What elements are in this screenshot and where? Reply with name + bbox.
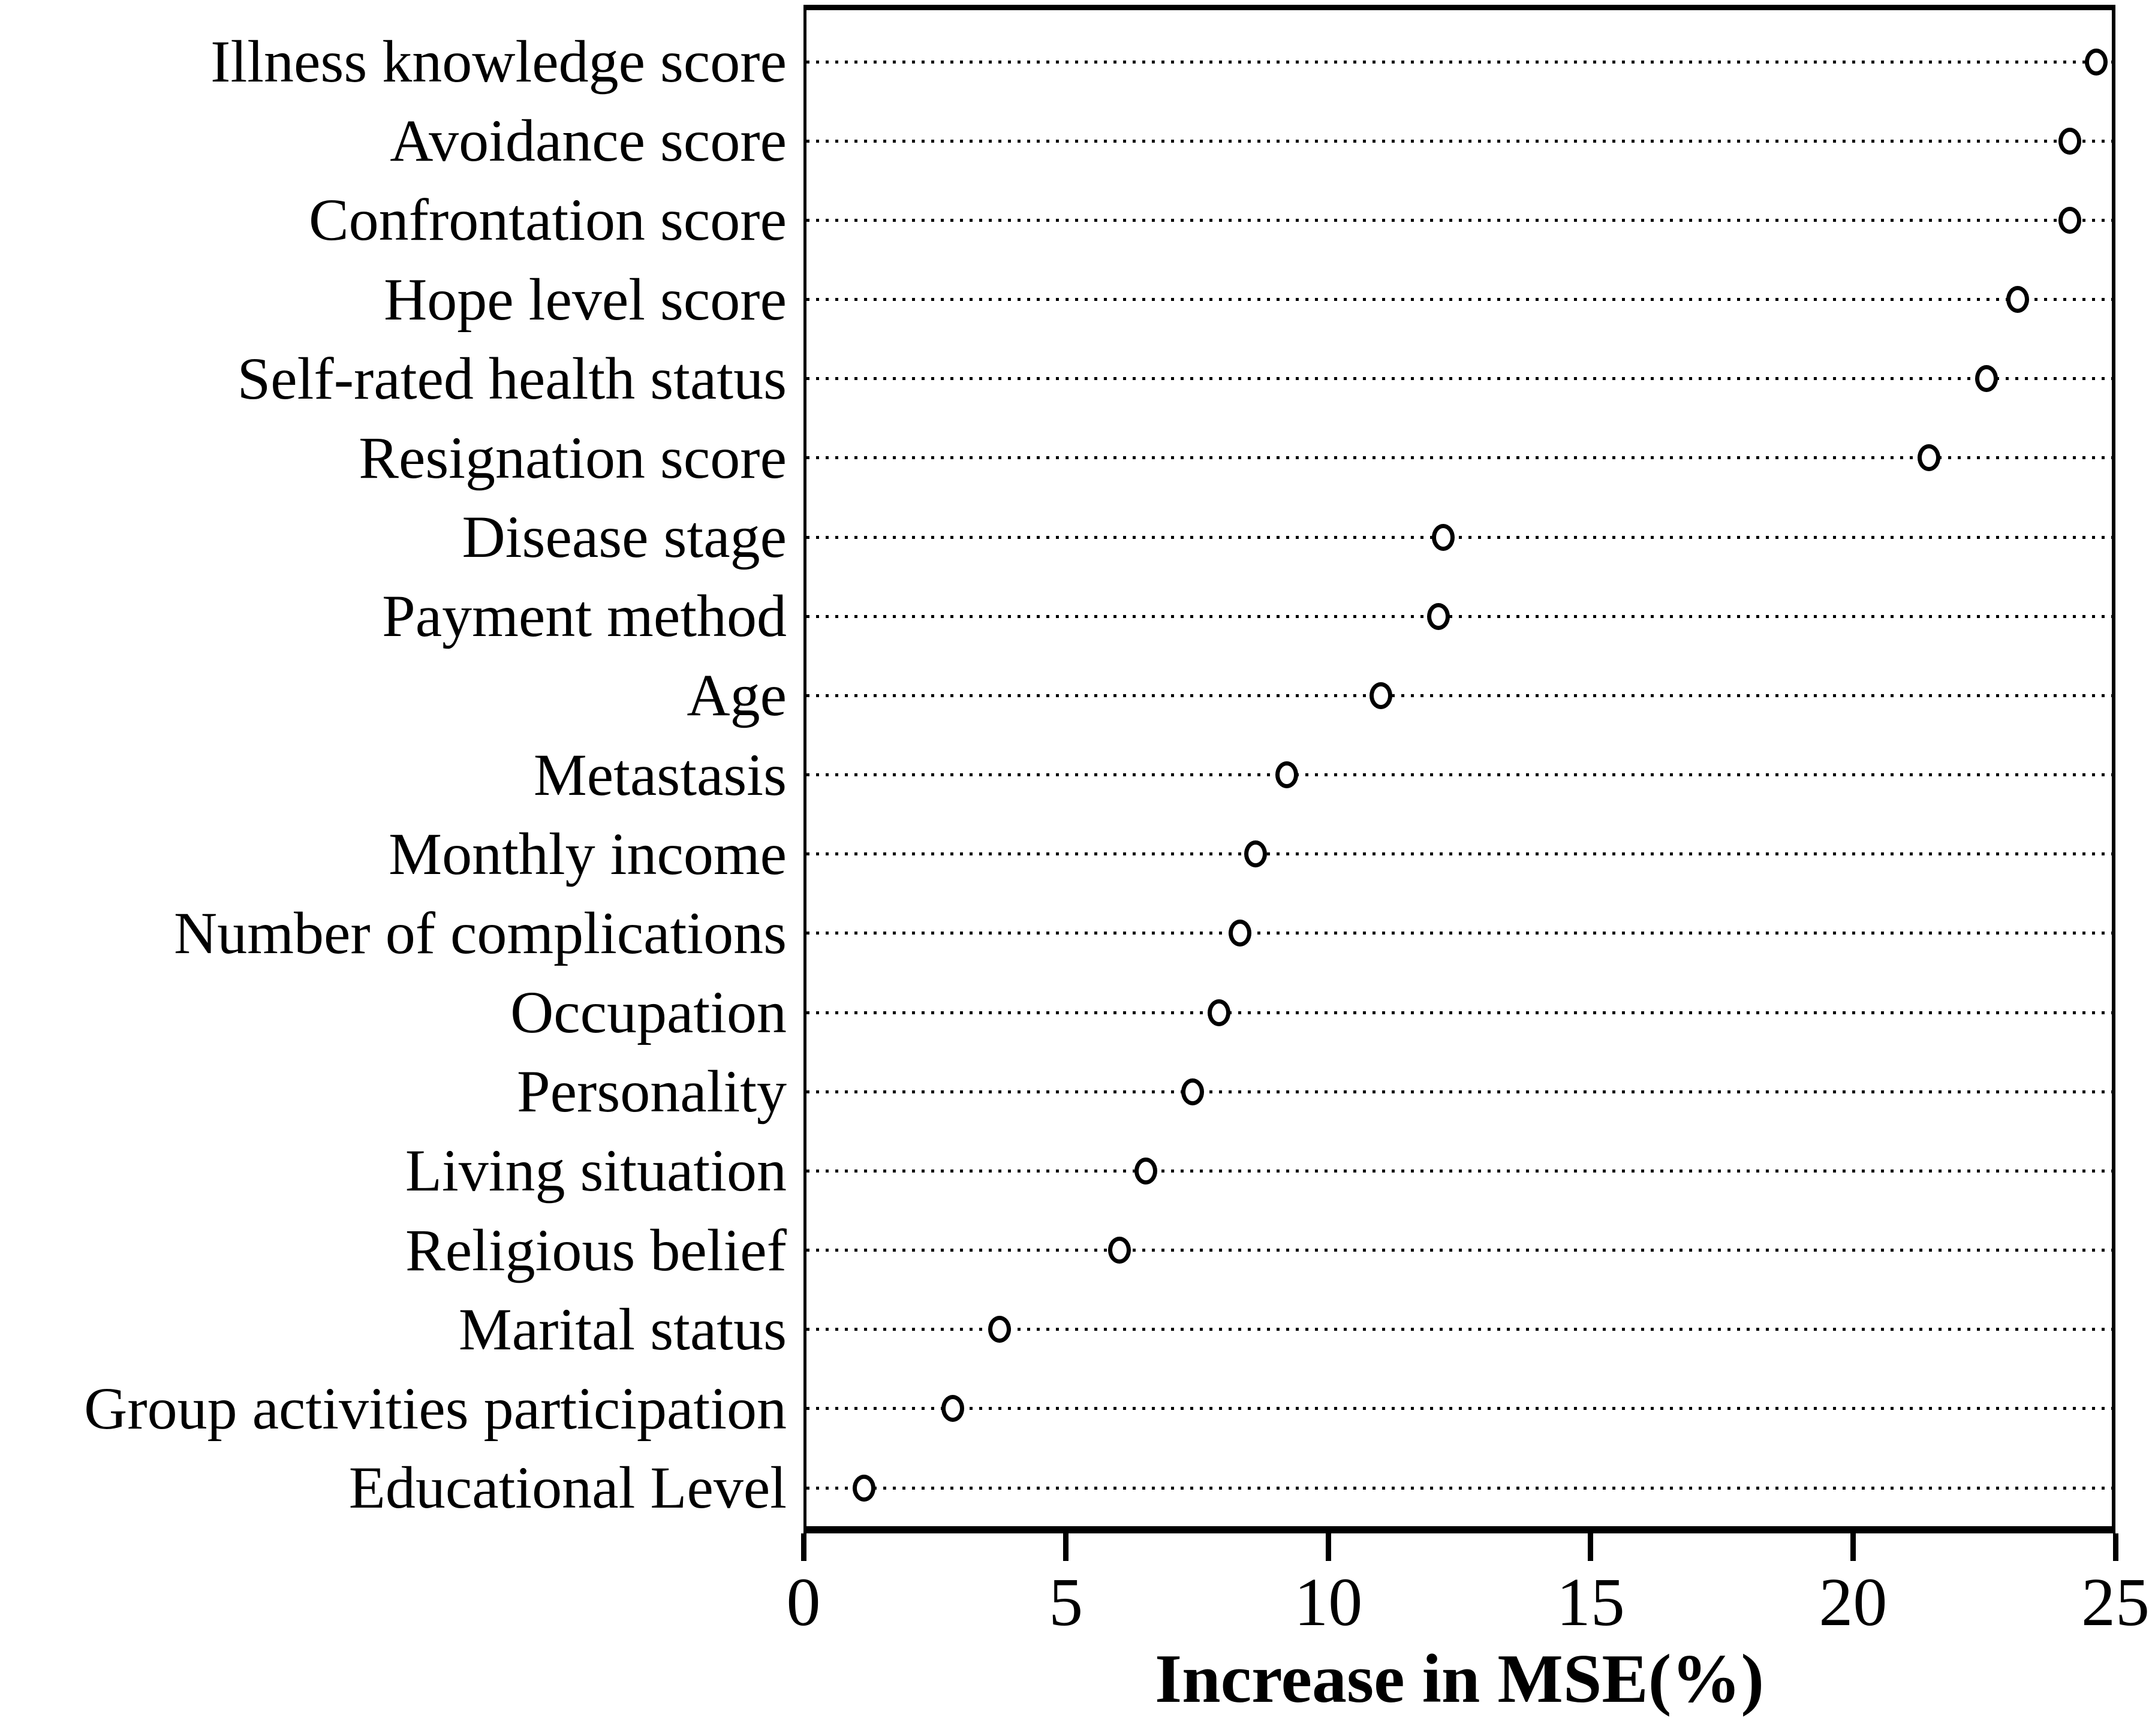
category-label: Number of complications [174,899,787,966]
category-label: Living situation [405,1137,787,1204]
grid-row-dotted-line [806,1249,2112,1252]
grid-row-dotted-line [806,1407,2112,1410]
grid-row-dotted-line [806,298,2112,301]
category-label: Educational Level [348,1454,787,1521]
grid-row-dotted-line [806,773,2112,777]
data-point-marker [1228,920,1251,947]
category-label: Group activities participation [84,1375,787,1442]
x-axis-tick-label: 5 [1049,1564,1083,1640]
x-axis-tick [1850,1533,1856,1561]
category-label: Age [687,662,787,729]
grid-row-dotted-line [806,139,2112,143]
x-axis-tick-label: 20 [1819,1564,1888,1640]
grid-row-dotted-line [806,377,2112,381]
x-axis-tick [800,1533,806,1561]
x-axis-tick [1588,1533,1594,1561]
data-point-marker [1918,444,1941,472]
category-label: Marital status [458,1295,787,1363]
category-label: Religious belief [405,1216,787,1283]
x-axis-tick-label: 25 [2081,1564,2149,1640]
x-axis-tick [1063,1533,1069,1561]
data-point-marker [1275,761,1299,789]
grid-row-dotted-line [806,1486,2112,1490]
data-point-marker [1975,365,1998,393]
data-point-marker [2058,127,2082,155]
category-label: Confrontation score [308,186,787,254]
grid-row-dotted-line [806,852,2112,856]
x-axis-tick [1325,1533,1331,1561]
data-point-marker [988,1316,1012,1343]
category-label: Metastasis [533,741,787,808]
category-label: Resignation score [359,424,787,491]
grid-row-dotted-line [806,218,2112,222]
category-label: Occupation [510,979,787,1046]
grid-row-dotted-line [806,60,2112,64]
category-label: Hope level score [384,266,787,333]
x-axis-tick-label: 10 [1294,1564,1363,1640]
category-label: Disease stage [462,504,787,571]
category-label: Illness knowledge score [210,28,787,95]
grid-row-dotted-line [806,1090,2112,1093]
x-axis-title: Increase in MSE(%) [1154,1641,1765,1717]
category-label: Payment method [382,583,787,650]
grid-row-dotted-line [806,1328,2112,1331]
data-point-marker [1134,1157,1158,1185]
data-point-marker [1432,523,1455,551]
grid-row-dotted-line [806,932,2112,935]
x-axis-tick-label: 15 [1556,1564,1625,1640]
grid-row-dotted-line [806,535,2112,539]
category-label: Avoidance score [390,107,787,174]
data-point-marker [1426,602,1450,630]
category-label: Self-rated health status [237,345,787,412]
data-point-marker [1369,682,1392,709]
grid-row-dotted-line [806,1169,2112,1173]
data-point-marker [2084,48,2108,76]
grid-row-dotted-line [806,1011,2112,1014]
x-axis-tick-label: 0 [786,1564,821,1640]
data-point-marker [852,1474,875,1502]
data-point-marker [941,1395,964,1422]
data-point-marker [1181,1078,1205,1105]
grid-row-dotted-line [806,694,2112,697]
category-label: Personality [517,1058,787,1125]
data-point-marker [1108,1237,1131,1264]
x-axis-tick [2112,1533,2118,1561]
data-point-marker [1244,840,1267,868]
data-point-marker [1207,999,1230,1026]
plot-content [806,10,2112,1526]
data-point-marker [2058,206,2082,234]
plot-area [803,5,2115,1533]
grid-row-dotted-line [806,614,2112,618]
grid-row-dotted-line [806,456,2112,460]
category-label: Monthly income [389,820,787,887]
data-point-marker [2006,286,2030,313]
